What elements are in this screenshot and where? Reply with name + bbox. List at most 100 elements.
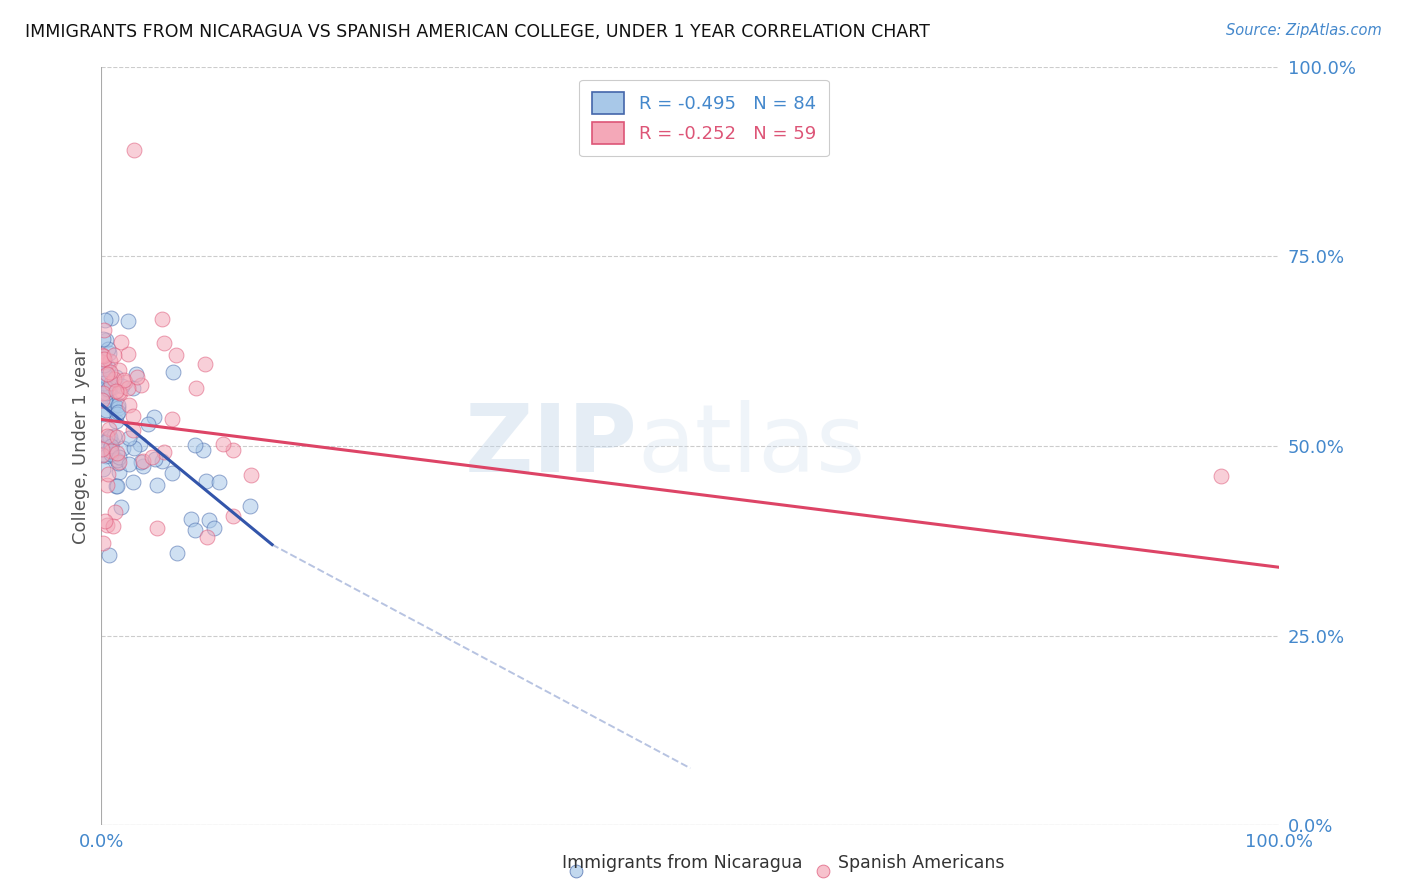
Point <box>129 436 152 450</box>
Point <box>91 367 114 381</box>
Point <box>97 346 120 360</box>
Point <box>122 423 145 437</box>
Point <box>103 348 125 362</box>
Text: atlas: atlas <box>637 400 866 492</box>
Point <box>98 353 121 368</box>
Point <box>96 477 118 491</box>
Point <box>97 359 120 374</box>
Y-axis label: College, Under 1 year: College, Under 1 year <box>72 348 90 544</box>
Point <box>811 863 834 878</box>
Point <box>98 392 121 407</box>
Point <box>94 402 117 417</box>
Point <box>138 417 160 432</box>
Point <box>110 335 132 350</box>
Point <box>103 396 125 410</box>
Point <box>105 384 128 399</box>
Point <box>93 323 115 337</box>
Point <box>117 381 139 395</box>
Point <box>100 443 122 458</box>
Point <box>94 382 117 396</box>
Point <box>212 437 235 451</box>
Point <box>160 466 183 480</box>
Point <box>91 348 114 362</box>
Point <box>153 445 176 459</box>
Point <box>98 441 121 455</box>
Point <box>100 376 122 390</box>
Point <box>146 478 169 492</box>
Point <box>105 414 128 428</box>
Point <box>122 409 145 423</box>
Point <box>118 398 141 412</box>
Point <box>165 348 187 362</box>
Point <box>105 407 128 421</box>
Point <box>184 524 207 538</box>
Point <box>117 346 139 360</box>
Point <box>222 509 245 524</box>
Point <box>91 332 114 346</box>
Point <box>105 479 128 493</box>
Point <box>129 455 152 469</box>
Point <box>105 446 128 460</box>
Point <box>94 393 117 408</box>
Point <box>91 386 114 401</box>
Point <box>101 519 124 533</box>
Point <box>93 358 115 372</box>
Point <box>565 863 588 878</box>
Point <box>1209 469 1232 483</box>
Point <box>105 370 128 384</box>
Point <box>112 373 135 387</box>
Point <box>101 449 124 463</box>
Point <box>93 351 115 366</box>
Point <box>101 379 124 393</box>
Point <box>91 407 114 421</box>
Point <box>100 447 122 461</box>
Text: Immigrants from Nicaragua: Immigrants from Nicaragua <box>561 855 803 872</box>
Point <box>194 475 217 489</box>
Point <box>107 465 129 479</box>
Point <box>108 384 131 399</box>
Point <box>93 447 115 461</box>
Point <box>208 475 231 490</box>
Point <box>194 357 217 371</box>
Point <box>105 453 128 467</box>
Point <box>97 430 120 444</box>
Point <box>191 443 214 458</box>
Point <box>104 505 127 519</box>
Text: Source: ZipAtlas.com: Source: ZipAtlas.com <box>1226 23 1382 38</box>
Point <box>93 313 115 327</box>
Point <box>100 310 122 325</box>
Point <box>105 479 128 493</box>
Point <box>101 400 124 414</box>
Point <box>143 452 166 467</box>
Point <box>166 546 188 560</box>
Point <box>122 441 145 455</box>
Point <box>160 412 183 426</box>
Point <box>202 521 225 535</box>
Point <box>118 431 141 445</box>
Point <box>110 500 132 515</box>
Point <box>125 367 148 381</box>
Point <box>96 367 118 381</box>
Point <box>93 376 115 390</box>
Point <box>103 428 125 442</box>
Point <box>98 548 121 562</box>
Point <box>221 442 243 457</box>
Point <box>150 312 173 326</box>
Point <box>96 518 118 533</box>
Point <box>111 442 134 456</box>
Point <box>98 371 121 385</box>
Point <box>117 314 139 328</box>
Point <box>132 459 155 474</box>
Point <box>91 349 114 363</box>
Point <box>91 368 114 382</box>
Point <box>94 393 117 408</box>
Point <box>141 450 163 465</box>
Point <box>97 422 120 436</box>
Point <box>97 342 120 356</box>
Point <box>98 381 121 395</box>
Point <box>94 514 117 528</box>
Point <box>162 365 184 379</box>
Point <box>122 143 145 157</box>
Point <box>150 454 173 468</box>
Point <box>239 499 262 513</box>
